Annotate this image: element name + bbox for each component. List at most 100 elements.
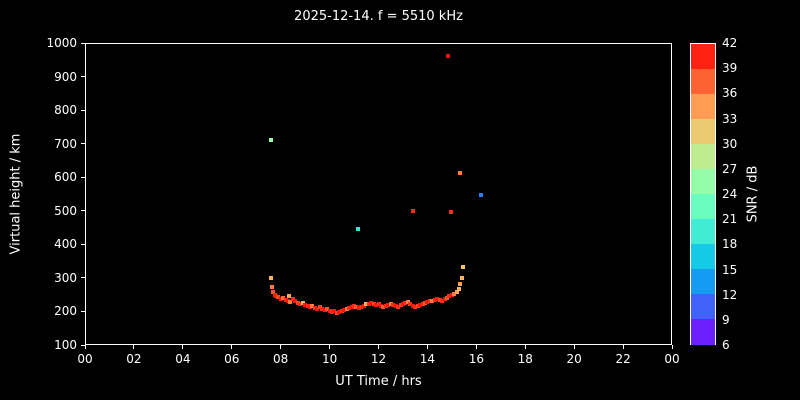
data-point (415, 303, 420, 308)
colorbar-segment (691, 69, 715, 95)
data-point (295, 300, 300, 305)
data-point (413, 305, 418, 310)
data-point (349, 305, 354, 310)
x-tick-mark (671, 345, 673, 349)
data-point (317, 305, 322, 310)
x-tick-mark (573, 345, 575, 349)
y-tick-label: 300 (54, 270, 77, 285)
data-point (437, 298, 442, 303)
y-tick-mark (81, 310, 85, 312)
colorbar-tick-label: 36 (722, 86, 738, 101)
data-point (447, 294, 452, 299)
colorbar-segment (691, 294, 715, 320)
colorbar-tick-label: 33 (722, 111, 738, 126)
x-tick-label: 00 (77, 352, 93, 366)
data-point (270, 285, 275, 290)
data-point (337, 310, 342, 315)
data-point (369, 300, 374, 305)
data-point (442, 297, 447, 302)
colorbar-segment (691, 94, 715, 120)
y-tick-label: 900 (54, 69, 77, 84)
y-tick-mark (81, 176, 85, 178)
data-point (388, 301, 393, 306)
y-axis-label: Virtual height / km (8, 133, 24, 255)
data-point (347, 305, 352, 310)
data-point (446, 53, 451, 58)
y-tick-label: 400 (54, 237, 77, 252)
data-point (327, 309, 332, 314)
y-tick-mark (81, 210, 85, 212)
data-point (315, 306, 320, 311)
data-point (381, 304, 386, 309)
x-tick-mark (182, 345, 184, 349)
y-tick-mark (81, 42, 85, 44)
data-point (403, 301, 408, 306)
data-point (432, 297, 437, 302)
colorbar-segment (691, 219, 715, 245)
colorbar-segment (691, 169, 715, 195)
x-tick-mark (329, 345, 331, 349)
data-point (269, 138, 274, 143)
x-tick-label: 12 (370, 352, 387, 366)
data-point (354, 305, 359, 310)
colorbar-tick-label: 39 (722, 61, 738, 76)
x-tick-mark (231, 345, 233, 349)
x-tick-mark (622, 345, 624, 349)
data-point (376, 302, 381, 307)
x-tick-label: 06 (224, 352, 240, 366)
data-point (398, 303, 403, 308)
chart-title: 2025-12-14. f = 5510 kHz (294, 9, 463, 24)
data-point (271, 289, 276, 294)
colorbar-segment (691, 144, 715, 170)
data-point (352, 304, 357, 309)
x-tick-label: 14 (419, 352, 436, 366)
data-point (383, 303, 388, 308)
data-point (356, 306, 361, 311)
data-point (459, 275, 464, 280)
x-tick-mark (475, 345, 477, 349)
data-point (400, 302, 405, 307)
data-point (293, 299, 298, 304)
colorbar-tick-label: 18 (722, 237, 738, 252)
data-point (305, 304, 310, 309)
x-tick-label: 02 (126, 352, 142, 366)
data-point (334, 310, 339, 315)
data-point (435, 297, 440, 302)
data-point (410, 304, 415, 309)
y-tick-mark (81, 344, 85, 346)
y-tick-label: 600 (54, 170, 77, 185)
data-point (408, 302, 413, 307)
data-point (364, 302, 369, 307)
data-point (418, 302, 423, 307)
x-tick-label: 00 (664, 352, 680, 366)
x-tick-mark (84, 345, 86, 349)
data-point (411, 208, 416, 213)
data-point (405, 300, 410, 305)
data-point (268, 275, 273, 280)
y-tick-label: 700 (54, 136, 77, 151)
data-point (355, 226, 360, 231)
data-point (320, 307, 325, 312)
data-point (339, 309, 344, 314)
y-tick-mark (81, 277, 85, 279)
data-point (420, 302, 425, 307)
y-tick-label: 1000 (46, 36, 77, 50)
data-point (288, 300, 293, 305)
data-point (283, 297, 288, 302)
colorbar-tick-label: 21 (722, 212, 738, 227)
colorbar-segment (691, 319, 715, 345)
x-tick-label: 20 (566, 352, 582, 366)
plot-area (85, 43, 672, 345)
colorbar-label: SNR / dB (745, 165, 761, 223)
data-point (359, 304, 364, 309)
y-tick-mark (81, 109, 85, 111)
x-tick-label: 16 (468, 352, 484, 366)
colorbar-tick-label: 42 (722, 36, 738, 50)
colorbar (690, 43, 716, 345)
y-tick-label: 100 (54, 338, 77, 352)
colorbar-segment (691, 119, 715, 145)
colorbar-tick-label: 30 (722, 136, 738, 151)
colorbar-tick-label: 15 (722, 262, 738, 277)
data-point (281, 295, 286, 300)
